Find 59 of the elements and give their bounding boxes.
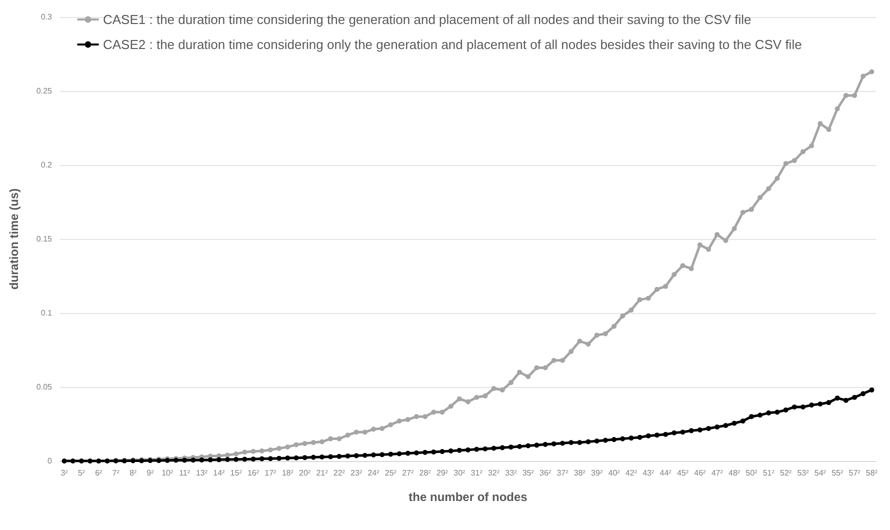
y-tick-label: 0.15 (36, 234, 53, 244)
y-tick-label: 0 (48, 456, 53, 466)
x-tick-label: 37² (556, 468, 569, 478)
x-tick-label: 57² (848, 468, 861, 478)
legend-label: CASE2 : the duration time considering only the generation and placement of all nodes besides their saving to the CSV file (103, 37, 802, 52)
x-tick-label: 50² (746, 468, 758, 478)
x-tick-label: 15² (230, 468, 242, 478)
y-tick-label: 0.1 (40, 308, 53, 318)
x-tick-label: 14² (213, 468, 226, 478)
x-tick-label: 22² (333, 468, 346, 478)
x-tick-label: 35² (522, 468, 534, 478)
x-tick-label: 8² (129, 468, 137, 478)
x-tick-label: 6² (95, 468, 103, 478)
x-tick-label: 43² (642, 468, 654, 478)
x-tick-label: 47² (711, 468, 724, 478)
x-tick-label: 54² (814, 468, 826, 478)
x-tick-label: 33² (505, 468, 518, 478)
x-tick-label: 39² (591, 468, 603, 478)
x-tick-label: 21² (316, 468, 328, 478)
x-tick-label: 31² (470, 468, 483, 478)
x-tick-label: 45² (676, 468, 689, 478)
x-tick-label: 9² (146, 468, 154, 478)
x-tick-label: 32² (488, 468, 500, 478)
x-tick-label: 18² (282, 468, 294, 478)
x-tick-label: 5² (78, 468, 86, 478)
x-tick-label: 24² (368, 468, 380, 478)
x-tick-label: 3² (60, 468, 68, 478)
x-tick-label: 29² (436, 468, 448, 478)
y-tick-label: 0.05 (36, 382, 53, 392)
y-tick-label: 0.3 (40, 12, 53, 22)
x-tick-label: 20² (299, 468, 311, 478)
x-tick-label: 25² (384, 468, 397, 478)
x-tick-label: 46² (694, 468, 706, 478)
x-tick-label: 52² (780, 468, 792, 478)
x-tick-label: 28² (419, 468, 432, 478)
x-tick-label: 42² (625, 468, 638, 478)
x-tick-label: 27² (402, 468, 414, 478)
x-tick-label: 23² (350, 468, 362, 478)
x-tick-label: 17² (264, 468, 277, 478)
x-tick-label: 53² (797, 468, 810, 478)
x-tick-label: 11² (179, 468, 190, 478)
x-tick-label: 7² (112, 468, 120, 478)
x-tick-label: 36² (540, 468, 552, 478)
legend-label: CASE1 : the duration time considering the generation and placement of all nodes and their saving to the CSV file (103, 12, 752, 27)
y-tick-label: 0.25 (36, 86, 53, 96)
x-tick-label: 16² (247, 468, 260, 478)
x-tick-label: 44² (660, 468, 672, 478)
x-tick-label: 58² (866, 468, 878, 478)
x-tick-label: 51² (762, 468, 775, 478)
x-tick-label: 38² (574, 468, 586, 478)
y-axis-title: duration time (us) (7, 188, 21, 290)
x-axis-title: the number of nodes (408, 490, 528, 504)
x-tick-label: 40² (608, 468, 620, 478)
x-tick-label: 30² (454, 468, 466, 478)
x-tick-label: 10² (162, 468, 174, 478)
x-tick-label: 48² (728, 468, 740, 478)
x-tick-label: 55² (832, 468, 844, 478)
x-tick-label: 13² (196, 468, 208, 478)
y-tick-label: 0.2 (40, 160, 53, 170)
